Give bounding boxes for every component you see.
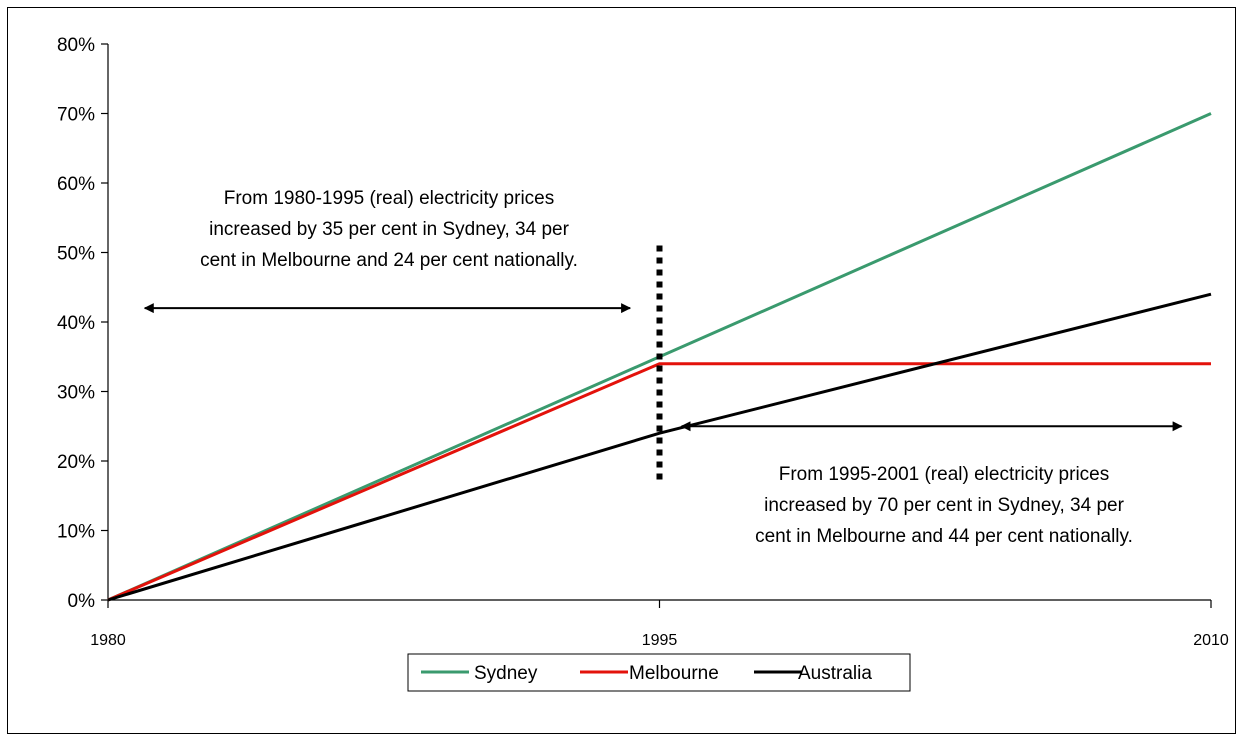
annotation-line: increased by 70 per cent in Sydney, 34 p… bbox=[764, 495, 1124, 516]
y-tick-label: 60% bbox=[57, 174, 95, 195]
y-tick-label: 20% bbox=[57, 452, 95, 473]
y-tick-label: 30% bbox=[57, 383, 95, 404]
y-tick-label: 70% bbox=[57, 105, 95, 126]
legend: Sydney Melbourne Australia bbox=[407, 653, 911, 692]
x-axis: 1980 1995 2010 bbox=[90, 599, 1229, 649]
annotation-line: cent in Melbourne and 44 per cent nation… bbox=[755, 526, 1133, 547]
annotation-line: From 1980-1995 (real) electricity prices bbox=[224, 188, 555, 209]
annotation-line: From 1995-2001 (real) electricity prices bbox=[779, 464, 1110, 485]
legend-label-australia: Australia bbox=[798, 663, 872, 684]
series-line-melbourne bbox=[107, 362, 1211, 602]
legend-label-sydney: Sydney bbox=[474, 663, 538, 684]
y-tick-label: 10% bbox=[57, 522, 95, 543]
annotation-text-2: From 1995-2001 (real) electricity prices… bbox=[755, 464, 1133, 547]
y-tick-label: 50% bbox=[57, 244, 95, 265]
y-axis: 0% 10% 20% 30% 40% 50% 60% 70% 80% bbox=[57, 35, 109, 612]
legend-label-melbourne: Melbourne bbox=[629, 663, 719, 684]
chart-frame bbox=[7, 7, 1236, 734]
annotation-layer: From 1980-1995 (real) electricity prices… bbox=[143, 188, 1183, 547]
y-tick-label: 80% bbox=[57, 35, 95, 56]
annotation-line: increased by 35 per cent in Sydney, 34 p… bbox=[209, 219, 569, 240]
annotation-line: cent in Melbourne and 24 per cent nation… bbox=[200, 250, 578, 271]
x-tick-label: 2010 bbox=[1193, 632, 1229, 649]
series-line-australia bbox=[107, 292, 1212, 602]
x-tick-label: 1980 bbox=[90, 632, 126, 649]
y-tick-label: 40% bbox=[57, 313, 95, 334]
annotation-text-1: From 1980-1995 (real) electricity prices… bbox=[200, 188, 578, 271]
legend-box bbox=[407, 653, 911, 692]
x-tick-label: 1995 bbox=[642, 632, 678, 649]
y-tick-label: 0% bbox=[68, 591, 96, 612]
